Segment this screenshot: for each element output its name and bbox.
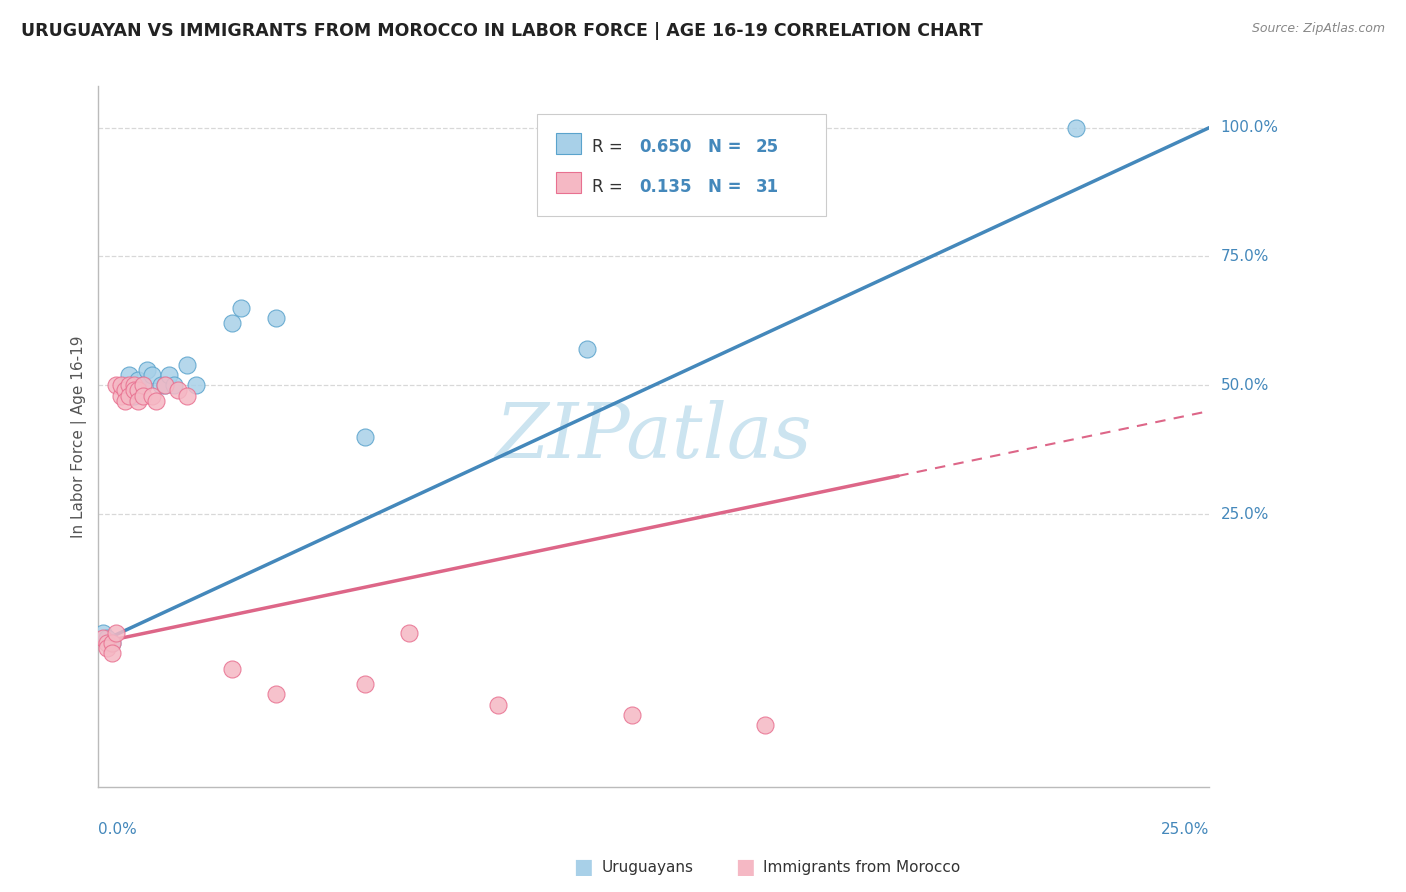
Text: 75.0%: 75.0%	[1220, 249, 1268, 264]
FancyBboxPatch shape	[557, 133, 581, 153]
Point	[122, 378, 145, 392]
Point	[221, 317, 243, 331]
Point	[132, 378, 155, 392]
Point	[132, 388, 155, 402]
Text: ZIPatlas: ZIPatlas	[495, 400, 813, 474]
Point	[159, 368, 181, 382]
Text: N =: N =	[709, 178, 748, 195]
Text: R =: R =	[592, 138, 627, 156]
Point	[176, 388, 198, 402]
Point	[105, 378, 128, 392]
Point	[398, 625, 420, 640]
Point	[96, 636, 118, 650]
Point	[122, 388, 145, 402]
FancyBboxPatch shape	[557, 172, 581, 193]
Text: 25.0%: 25.0%	[1161, 822, 1209, 837]
Point	[167, 384, 190, 398]
Text: 0.0%: 0.0%	[98, 822, 138, 837]
Text: 25: 25	[756, 138, 779, 156]
Text: ■: ■	[735, 857, 755, 877]
Point	[122, 384, 145, 398]
Point	[153, 378, 176, 392]
Point	[118, 368, 141, 382]
Point	[132, 378, 155, 392]
Point	[100, 636, 122, 650]
Point	[96, 640, 118, 655]
Point	[163, 378, 186, 392]
Text: N =: N =	[709, 138, 748, 156]
Point	[127, 373, 149, 387]
Point	[145, 393, 167, 408]
Point	[264, 311, 287, 326]
Text: 31: 31	[756, 178, 779, 195]
Point	[118, 388, 141, 402]
Point	[114, 384, 136, 398]
Point	[149, 378, 172, 392]
Text: 25.0%: 25.0%	[1220, 507, 1268, 522]
Text: Source: ZipAtlas.com: Source: ZipAtlas.com	[1251, 22, 1385, 36]
Text: URUGUAYAN VS IMMIGRANTS FROM MOROCCO IN LABOR FORCE | AGE 16-19 CORRELATION CHAR: URUGUAYAN VS IMMIGRANTS FROM MOROCCO IN …	[21, 22, 983, 40]
Point	[1064, 120, 1087, 135]
Text: R =: R =	[592, 178, 627, 195]
Text: 0.135: 0.135	[640, 178, 692, 195]
Point	[576, 342, 599, 356]
Point	[176, 358, 198, 372]
Text: 50.0%: 50.0%	[1220, 377, 1268, 392]
Point	[118, 378, 141, 392]
Text: Uruguayans: Uruguayans	[602, 860, 693, 874]
Text: 0.650: 0.650	[640, 138, 692, 156]
Text: Immigrants from Morocco: Immigrants from Morocco	[763, 860, 960, 874]
Point	[127, 393, 149, 408]
Point	[114, 378, 136, 392]
Point	[105, 625, 128, 640]
Point	[100, 646, 122, 660]
Point	[221, 662, 243, 676]
Text: ■: ■	[574, 857, 593, 877]
Point	[141, 368, 163, 382]
Point	[110, 378, 132, 392]
Point	[264, 687, 287, 701]
Point	[110, 388, 132, 402]
Point	[96, 631, 118, 645]
FancyBboxPatch shape	[537, 114, 827, 216]
Point	[91, 625, 114, 640]
Point	[127, 384, 149, 398]
Point	[184, 378, 207, 392]
Point	[354, 677, 377, 691]
Point	[100, 636, 122, 650]
Text: 100.0%: 100.0%	[1220, 120, 1278, 135]
Point	[136, 363, 159, 377]
Point	[486, 698, 509, 712]
Point	[91, 631, 114, 645]
Point	[141, 388, 163, 402]
Point	[754, 718, 776, 732]
Y-axis label: In Labor Force | Age 16-19: In Labor Force | Age 16-19	[72, 335, 87, 538]
Point	[620, 708, 643, 723]
Point	[354, 430, 377, 444]
Point	[229, 301, 252, 315]
Point	[114, 393, 136, 408]
Point	[153, 378, 176, 392]
